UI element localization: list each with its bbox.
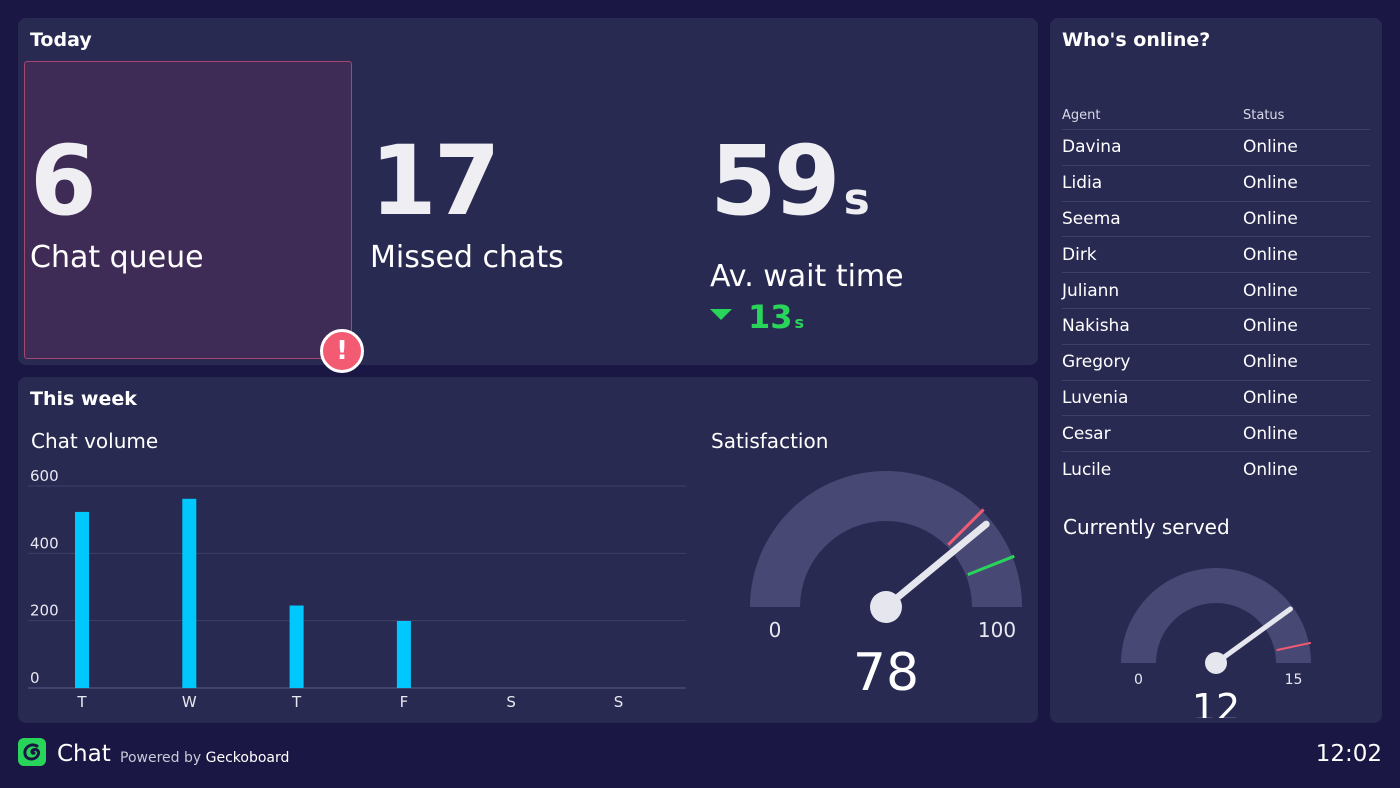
agent-name: Juliann xyxy=(1062,280,1120,301)
x-tick-label: W xyxy=(182,693,197,711)
agent-name: Davina xyxy=(1062,137,1122,158)
agent-status: Online xyxy=(1243,352,1298,373)
agent-name: Luvenia xyxy=(1062,387,1129,408)
satisfaction-green-marker xyxy=(967,554,1015,576)
missed-chats-widget: 17 Missed chats xyxy=(370,126,564,275)
wait-time-delta-value: 13 xyxy=(748,298,793,336)
chat-volume-bar xyxy=(396,621,411,688)
satisfaction-max-label: 100 xyxy=(978,618,1016,642)
x-tick-label: F xyxy=(400,693,409,711)
today-panel: Today ! 6 Chat queue 17 Missed chats 59 s… xyxy=(18,18,1038,373)
agent-status: Online xyxy=(1243,280,1298,301)
online-agent-row: Gregory Online xyxy=(1062,345,1370,381)
x-tick-label: S xyxy=(506,693,516,711)
y-tick-label: 400 xyxy=(30,534,59,552)
today-title: Today xyxy=(30,29,92,51)
online-agent-row: Nakisha Online xyxy=(1062,309,1370,345)
chat-queue-alert-box xyxy=(24,61,352,359)
currently-served-title: Currently served xyxy=(1063,515,1230,539)
wait-time-unit: s xyxy=(843,174,870,225)
chat-queue-value: 6 xyxy=(30,125,97,237)
whos-online-title: Who's online? xyxy=(1062,29,1211,51)
geckoboard-logo-icon xyxy=(18,738,46,766)
currently-served-max-label: 15 xyxy=(1285,672,1303,688)
chat-queue-widget: 6 Chat queue xyxy=(30,126,204,275)
currently-served-gauge: 0 15 12 xyxy=(1121,568,1312,718)
online-agent-row: Luvenia Online xyxy=(1062,381,1370,417)
this-week-title: This week xyxy=(30,388,137,410)
agent-name: Cesar xyxy=(1062,423,1111,444)
currently-served-needle xyxy=(1213,606,1293,666)
online-agent-row: Lucile Online xyxy=(1062,452,1370,488)
satisfaction-min-label: 0 xyxy=(769,618,782,642)
arrow-down-icon xyxy=(710,309,732,320)
satisfaction-needle-hub xyxy=(870,591,902,623)
agent-name: Gregory xyxy=(1062,352,1131,373)
agent-status: Online xyxy=(1243,173,1298,194)
wait-time-label: Av. wait time xyxy=(710,259,904,294)
footer-app-name: Chat xyxy=(57,741,111,767)
currently-served-needle-hub xyxy=(1205,652,1227,674)
footer-clock: 12:02 xyxy=(1315,741,1382,767)
online-agent-row: Juliann Online xyxy=(1062,273,1370,309)
x-tick-label: T xyxy=(291,693,302,711)
wait-time-delta: 13 s xyxy=(710,298,804,336)
agent-status: Online xyxy=(1243,423,1298,444)
agent-status: Online xyxy=(1243,387,1298,408)
satisfaction-needle xyxy=(882,520,990,611)
chat-volume-bar xyxy=(289,605,304,688)
online-agent-row: Lidia Online xyxy=(1062,166,1370,202)
status-column-header: Status xyxy=(1243,108,1285,123)
agent-status: Online xyxy=(1243,208,1298,229)
agent-name: Seema xyxy=(1062,208,1121,229)
agent-name: Nakisha xyxy=(1062,316,1130,337)
chat-volume-bar xyxy=(75,511,89,688)
satisfaction-gauge: 0 100 78 xyxy=(750,471,1022,703)
currently-served-min-label: 0 xyxy=(1134,672,1143,688)
agent-status: Online xyxy=(1243,460,1298,481)
chat-volume-bar xyxy=(182,498,197,688)
chat-volume-chart: 0 200 400 600 T W T F S S xyxy=(28,467,686,711)
this-week-panel: This week Chat volume 0 200 400 600 T W T F S S S… xyxy=(18,377,1038,723)
agent-name: Lucile xyxy=(1062,460,1112,481)
agent-status: Online xyxy=(1243,244,1298,265)
satisfaction-value: 78 xyxy=(853,643,919,703)
exclamation-icon: ! xyxy=(320,329,364,373)
x-tick-label: S xyxy=(614,693,624,711)
whos-online-panel: Who's online? Agent Status Davina Online L… xyxy=(1050,18,1382,723)
chat-queue-label: Chat queue xyxy=(30,240,204,275)
agent-status: Online xyxy=(1243,316,1298,337)
agent-status: Online xyxy=(1243,137,1298,158)
online-agent-row: Davina Online xyxy=(1062,130,1370,166)
footer-powered-by: Powered by Geckoboard xyxy=(120,750,289,766)
online-agent-row: Seema Online xyxy=(1062,202,1370,238)
online-agents-table: Agent Status Davina Online Lidia Online Seem… xyxy=(1062,102,1370,488)
currently-served-gauge-track xyxy=(1121,568,1311,663)
y-tick-label: 200 xyxy=(30,602,59,620)
satisfaction-title: Satisfaction xyxy=(711,429,829,453)
agent-column-header: Agent xyxy=(1062,108,1101,123)
y-tick-label: 0 xyxy=(30,669,40,687)
y-tick-label: 600 xyxy=(30,467,59,485)
wait-time-delta-unit: s xyxy=(794,313,805,332)
satisfaction-gauge-track xyxy=(750,471,1022,607)
x-tick-label: T xyxy=(76,693,87,711)
agent-name: Dirk xyxy=(1062,244,1097,265)
wait-time-value: 59 xyxy=(710,125,841,237)
chat-volume-title: Chat volume xyxy=(31,429,159,453)
missed-chats-label: Missed chats xyxy=(370,240,564,275)
wait-time-widget: 59 s Av. wait time xyxy=(710,126,904,294)
missed-chats-value: 17 xyxy=(370,125,501,237)
online-agent-row: Cesar Online xyxy=(1062,416,1370,453)
footer-powered-by-text: Powered by xyxy=(120,750,202,766)
footer-brand: Geckoboard xyxy=(205,750,290,766)
online-agent-row: Dirk Online xyxy=(1062,237,1370,274)
currently-served-value: 12 xyxy=(1192,686,1240,718)
currently-served-red-marker xyxy=(1276,641,1312,652)
online-table-header: Agent Status xyxy=(1062,102,1370,130)
agent-name: Lidia xyxy=(1062,173,1103,194)
satisfaction-red-marker xyxy=(947,508,985,546)
